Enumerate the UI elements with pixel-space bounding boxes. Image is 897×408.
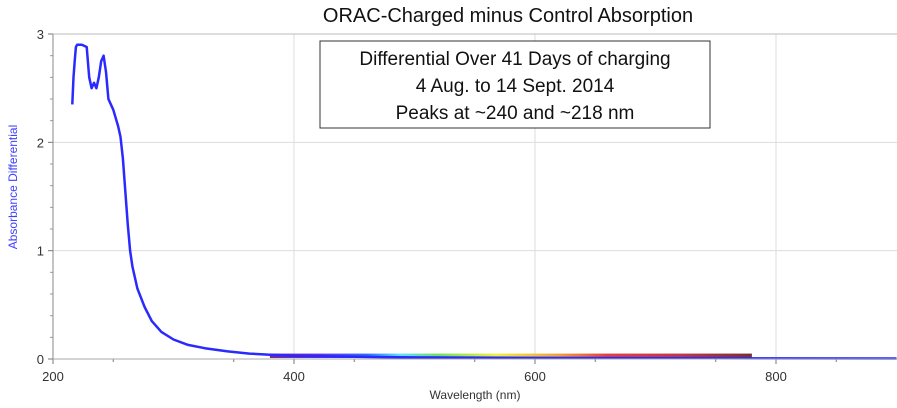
x-tick-label: 800 (765, 369, 787, 384)
series-line (71, 43, 897, 360)
annotation-line: Peaks at ~240 and ~218 nm (396, 103, 635, 124)
annotation-line: 4 Aug. to 14 Sept. 2014 (416, 76, 615, 97)
annotation-line: Differential Over 41 Days of charging (359, 49, 670, 70)
axes: 200 400 600 800 0 1 2 3 (37, 27, 897, 384)
x-tick-label: 200 (42, 369, 64, 384)
x-axis-label: Wavelength (nm) (430, 388, 521, 402)
series-path (71, 43, 897, 360)
y-tick-label: 2 (37, 135, 44, 150)
annotation-box: Differential Over 41 Days of charging 4 … (319, 40, 711, 129)
chart-title: ORAC-Charged minus Control Absorption (323, 5, 693, 27)
y-axis-label: Absorbance Differential (6, 125, 20, 250)
spectrum-rect (269, 353, 752, 358)
x-tick-label: 400 (283, 369, 305, 384)
visible-spectrum-band (269, 353, 752, 358)
x-tick-label: 600 (524, 369, 546, 384)
y-tick-label: 3 (37, 27, 44, 42)
y-tick-label: 0 (37, 352, 44, 367)
y-tick-label: 1 (37, 244, 44, 259)
